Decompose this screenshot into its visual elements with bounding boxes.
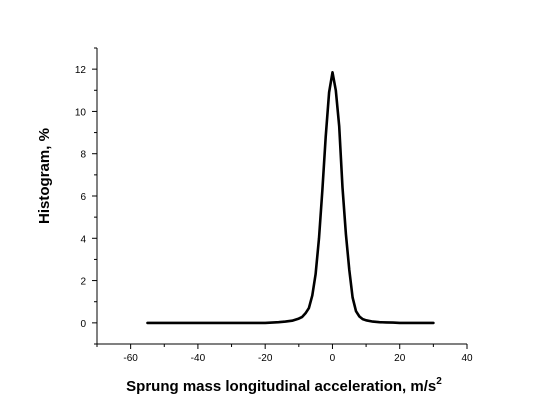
plot-area: -60 -40 -20 0 20 40 0 2 4 6 8 10 12 (75, 47, 473, 364)
x-axis-title-text: Sprung mass longitudinal acceleration, m… (126, 378, 436, 395)
y-tick-label: 0 (80, 319, 86, 330)
y-tick-label: 4 (80, 234, 86, 245)
x-tick-label: -60 (123, 353, 138, 364)
y-axis-title: Histogram, % (36, 128, 53, 224)
x-axis-title: Sprung mass longitudinal acceleration, m… (126, 376, 442, 395)
x-axis-title-superscript: 2 (436, 376, 442, 387)
y-axis-ticks: 0 2 4 6 8 10 12 (75, 47, 97, 345)
x-tick-label: -20 (258, 353, 273, 364)
x-axis-ticks: -60 -40 -20 0 20 40 (96, 344, 473, 364)
y-tick-label: 6 (80, 192, 86, 203)
y-tick-label: 2 (80, 277, 86, 288)
x-tick-label: 40 (461, 353, 473, 364)
y-tick-label: 12 (75, 65, 87, 76)
x-tick-label: 0 (330, 353, 336, 364)
x-tick-label: 20 (394, 353, 406, 364)
series-line-0 (146, 71, 435, 325)
y-tick-label: 10 (75, 107, 87, 118)
x-tick-label: -40 (191, 353, 206, 364)
y-tick-label: 8 (80, 150, 86, 161)
